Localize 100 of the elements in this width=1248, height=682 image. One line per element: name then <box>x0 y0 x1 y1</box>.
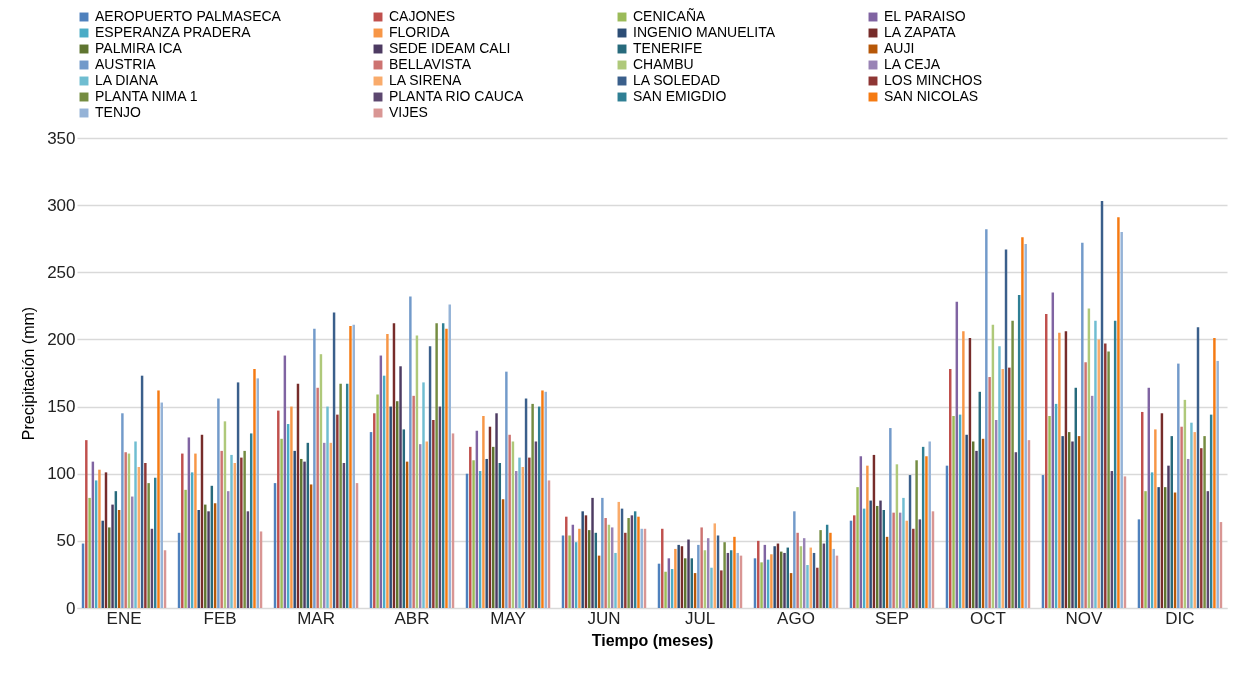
bar <box>1144 491 1147 608</box>
bar <box>985 229 988 608</box>
bar <box>157 390 160 608</box>
bar <box>124 452 127 608</box>
bar <box>134 441 137 608</box>
bar <box>952 415 955 608</box>
bar <box>409 296 412 608</box>
y-tick-label: 0 <box>66 598 76 618</box>
bar <box>1107 351 1110 608</box>
x-tick-label: MAY <box>490 608 526 628</box>
legend-label: TENERIFE <box>633 40 703 56</box>
bar <box>710 567 713 608</box>
bar <box>432 420 435 608</box>
y-tick-label: 50 <box>56 531 76 551</box>
bar <box>915 460 918 608</box>
bar <box>181 453 184 608</box>
bar <box>1203 436 1206 608</box>
bar <box>793 511 796 608</box>
y-tick-label: 300 <box>47 195 76 215</box>
bar <box>339 383 342 608</box>
bar <box>627 518 630 608</box>
bar <box>88 497 91 608</box>
bar <box>217 398 220 608</box>
bar <box>485 458 488 608</box>
bar <box>829 532 832 608</box>
x-tick-label: DIC <box>1165 608 1195 628</box>
y-tick-label: 100 <box>47 464 76 484</box>
bar <box>1094 320 1097 608</box>
bar <box>197 509 200 608</box>
bar <box>581 511 584 608</box>
bar <box>316 387 319 608</box>
bar <box>528 457 531 608</box>
bar <box>1058 332 1061 608</box>
bar <box>832 548 835 608</box>
bar <box>988 377 991 608</box>
bar <box>892 512 895 608</box>
legend-label: CAJONES <box>389 8 456 24</box>
bar <box>101 520 104 608</box>
bar <box>482 415 485 608</box>
bar <box>108 527 111 608</box>
bar <box>1024 244 1027 608</box>
bar <box>277 410 280 608</box>
bar <box>1081 242 1084 608</box>
legend-label: PLANTA RIO CAUCA <box>389 88 524 104</box>
y-tick-label: 350 <box>47 128 76 148</box>
bar <box>879 500 882 608</box>
legend-label: TENJO <box>95 104 141 120</box>
bar <box>1200 448 1203 608</box>
bar <box>1180 426 1183 608</box>
bar <box>819 530 822 608</box>
bar <box>280 438 283 608</box>
bar <box>1104 343 1107 608</box>
bar <box>121 413 124 608</box>
bar <box>700 527 703 608</box>
legend-label: INGENIO MANUELITA <box>633 24 776 40</box>
y-tick-label: 250 <box>47 262 76 282</box>
bar <box>445 328 448 608</box>
bar <box>147 483 150 608</box>
bar <box>601 497 604 608</box>
legend-label: LA DIANA <box>95 72 159 88</box>
bar <box>733 536 736 608</box>
bar <box>1167 465 1170 608</box>
legend-label: LA ZAPATA <box>884 24 957 40</box>
bar <box>389 406 392 608</box>
bar <box>640 528 643 608</box>
x-tick-label: MAR <box>297 608 335 628</box>
bar <box>664 571 667 608</box>
legend-label: LOS MINCHOS <box>884 72 983 88</box>
bar <box>770 554 773 608</box>
bar <box>240 457 243 608</box>
bar <box>624 532 627 608</box>
bar <box>336 414 339 608</box>
bar <box>925 456 928 608</box>
bar <box>1008 367 1011 608</box>
bar <box>518 457 521 608</box>
bar <box>1084 362 1087 608</box>
x-tick-label: JUL <box>684 608 716 628</box>
bar <box>965 434 968 608</box>
bar <box>687 539 690 608</box>
bar <box>290 406 293 608</box>
bar <box>697 544 700 608</box>
legend-label: ESPERANZA PRADERA <box>95 24 252 40</box>
bar <box>293 450 296 608</box>
bar <box>1190 422 1193 608</box>
bar <box>230 454 233 608</box>
legend-label: CHAMBU <box>633 56 694 72</box>
bar <box>313 328 316 608</box>
bar <box>495 413 498 608</box>
bar <box>1120 232 1123 608</box>
x-tick-label: AGO <box>777 608 815 628</box>
bar <box>207 511 210 608</box>
bar <box>422 382 425 608</box>
bar <box>1071 441 1074 608</box>
legend-label: LA SOLEDAD <box>633 72 721 88</box>
bar <box>912 528 915 608</box>
bar <box>243 450 246 608</box>
bar <box>565 516 568 608</box>
bar <box>998 346 1001 608</box>
bar <box>578 528 581 608</box>
legend-label: CENICAÑA <box>633 8 707 24</box>
